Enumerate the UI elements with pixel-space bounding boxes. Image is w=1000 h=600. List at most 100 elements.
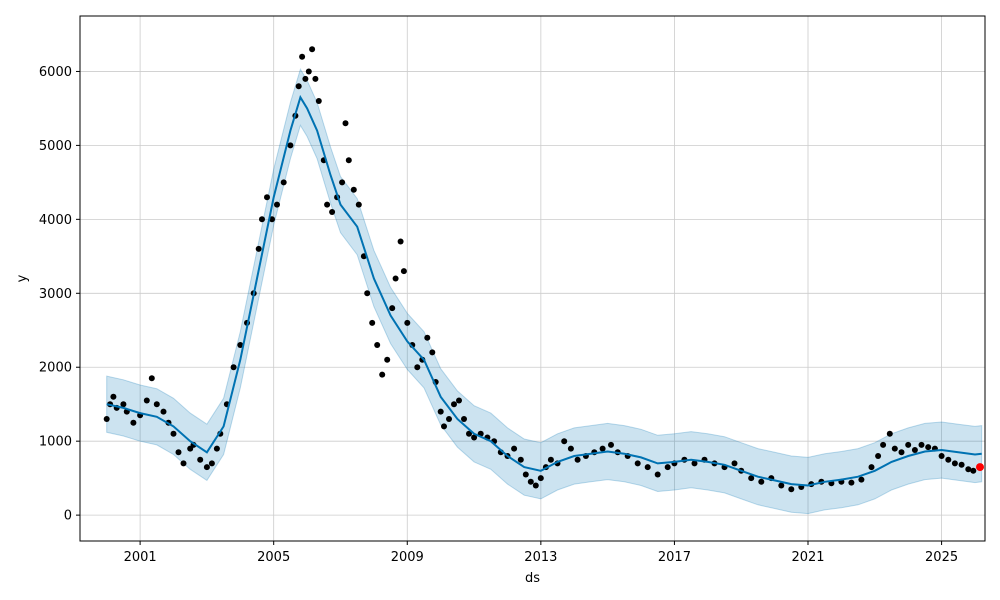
data-point — [153, 401, 160, 408]
data-point — [350, 186, 357, 193]
data-point — [203, 464, 210, 471]
data-point — [608, 441, 614, 448]
data-point — [731, 460, 738, 467]
data-point — [644, 464, 651, 471]
data-point — [389, 305, 396, 312]
data-point — [345, 157, 352, 164]
data-point — [255, 245, 262, 252]
data-point — [324, 201, 331, 208]
data-point — [848, 479, 855, 486]
data-point — [379, 371, 386, 378]
data-point — [274, 201, 280, 208]
forecast-path — [106, 94, 982, 487]
last-data-point — [976, 463, 984, 472]
data-point — [574, 456, 581, 463]
data-point — [197, 456, 204, 463]
forecast-line — [106, 94, 982, 487]
data-point — [309, 46, 316, 53]
data-point — [339, 179, 346, 186]
data-point — [758, 478, 765, 485]
data-point — [130, 419, 137, 426]
data-point — [230, 364, 237, 371]
data-point — [691, 460, 698, 467]
x-tick-label: 2001 — [124, 550, 157, 565]
data-point — [886, 430, 893, 437]
last-point — [976, 463, 984, 472]
grid — [80, 16, 985, 541]
data-point — [103, 416, 110, 422]
data-point — [369, 319, 376, 326]
data-point — [522, 471, 529, 478]
data-point — [599, 445, 606, 452]
y-axis-label: y — [15, 274, 30, 282]
x-tick-label: 2025 — [925, 550, 958, 565]
data-point — [561, 438, 568, 445]
data-point — [456, 397, 462, 404]
data-point — [120, 401, 127, 408]
data-point — [329, 209, 336, 215]
data-point — [175, 449, 182, 456]
data-point — [911, 447, 918, 453]
data-point — [259, 216, 265, 223]
data-point — [264, 194, 270, 201]
data-point — [280, 179, 287, 186]
data-point — [958, 461, 965, 468]
uncertainty-band-area — [106, 67, 983, 515]
data-point — [302, 75, 309, 82]
data-point — [404, 319, 411, 326]
data-point — [951, 460, 958, 467]
data-point — [295, 83, 302, 90]
y-tick-label: 3000 — [39, 287, 72, 302]
y-tick-label: 6000 — [39, 65, 72, 80]
data-point — [269, 216, 275, 223]
x-axis-label: ds — [525, 571, 540, 586]
data-point — [970, 467, 977, 474]
data-point — [451, 401, 457, 408]
data-point — [299, 53, 306, 60]
data-point — [441, 423, 447, 430]
data-point — [429, 349, 436, 356]
data-point — [868, 464, 875, 471]
x-tick-label: 2021 — [791, 550, 824, 565]
data-point — [143, 397, 150, 404]
data-point — [400, 268, 407, 275]
data-point — [898, 449, 905, 456]
data-point — [945, 456, 952, 463]
data-point — [537, 475, 544, 482]
data-point — [237, 342, 244, 348]
data-point — [858, 476, 865, 483]
data-point — [938, 453, 945, 459]
data-point — [547, 456, 554, 463]
data-point — [778, 482, 785, 489]
data-point — [424, 334, 431, 341]
data-point — [634, 460, 641, 467]
uncertainty-band — [106, 67, 983, 515]
data-point — [664, 464, 671, 471]
data-point — [654, 471, 661, 478]
data-point — [918, 441, 925, 448]
y-axis: 0 1000 2000 3000 4000 5000 6000 — [39, 65, 80, 524]
data-point — [342, 120, 349, 127]
data-point — [471, 434, 478, 441]
y-tick-label: 0 — [64, 509, 72, 524]
data-point — [517, 456, 524, 463]
data-point — [180, 460, 187, 467]
data-point — [110, 393, 117, 400]
data-point — [355, 201, 362, 208]
data-point — [437, 408, 444, 415]
data-point — [287, 142, 294, 149]
data-point — [170, 430, 177, 437]
x-axis: 2001 2005 2009 2013 2017 2021 2025 — [124, 541, 958, 565]
data-point — [414, 364, 421, 371]
x-tick-label: 2009 — [391, 550, 424, 565]
data-point — [925, 444, 932, 451]
y-tick-label: 1000 — [39, 435, 72, 450]
data-point — [461, 416, 467, 422]
data-point — [891, 445, 898, 452]
data-point — [875, 453, 882, 459]
y-tick-label: 4000 — [39, 213, 72, 228]
x-tick-label: 2017 — [658, 550, 691, 565]
data-point — [788, 486, 795, 493]
data-point — [905, 441, 912, 448]
